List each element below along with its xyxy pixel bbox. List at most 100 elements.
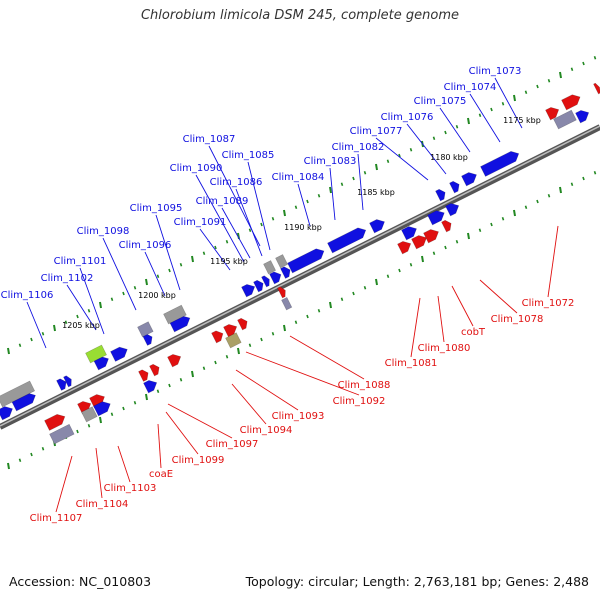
tick-mark <box>191 255 194 263</box>
gene-feature <box>143 380 158 394</box>
tick-mark <box>317 308 321 313</box>
tick-mark <box>99 301 102 309</box>
tick-mark <box>329 301 332 309</box>
gene-feature <box>81 406 98 423</box>
tick-mark <box>352 176 355 181</box>
tick-mark <box>524 90 528 95</box>
bottom-leader <box>547 225 559 298</box>
gene-feature <box>56 378 67 391</box>
gene-feature <box>263 260 277 275</box>
top-gene-label: Clim_1089 <box>196 196 249 207</box>
top-gene-label: Clim_1091 <box>174 217 227 228</box>
tick-mark <box>582 61 585 66</box>
gene-feature <box>49 423 75 445</box>
tick-mark <box>409 262 413 267</box>
top-gene-label: Clim_1077 <box>350 126 403 137</box>
kbp-scale-label: 1195 kbp <box>210 257 248 266</box>
tick-mark <box>283 209 286 217</box>
bottom-gene-label: Clim_1097 <box>206 439 259 450</box>
gene-feature <box>427 210 445 226</box>
gene-feature <box>593 82 600 95</box>
top-leader <box>208 145 261 247</box>
tick-mark <box>513 209 516 217</box>
tick-mark <box>191 370 194 378</box>
top-gene-label: Clim_1074 <box>444 82 497 93</box>
tick-mark <box>306 314 309 319</box>
tick-mark <box>87 308 91 313</box>
gene-feature <box>0 406 13 421</box>
tick-mark <box>317 193 321 198</box>
kbp-scale-label: 1190 kbp <box>284 223 322 232</box>
top-leader <box>144 251 166 297</box>
top-leader <box>439 107 471 153</box>
top-gene-label: Clim_1102 <box>41 273 94 284</box>
tick-mark <box>467 232 470 240</box>
tick-mark <box>536 84 539 89</box>
tick-mark <box>64 320 68 325</box>
tick-mark <box>248 228 252 233</box>
tick-mark <box>122 291 125 296</box>
bottom-gene-label: Clim_1092 <box>333 396 386 407</box>
top-gene-label: Clim_1101 <box>54 256 107 267</box>
tick-mark <box>306 199 309 204</box>
tick-mark <box>559 71 562 79</box>
bottom-leader <box>479 279 518 314</box>
tick-mark <box>340 182 344 187</box>
top-leader <box>494 77 523 129</box>
gene-feature <box>445 203 460 217</box>
tick-mark <box>432 251 436 256</box>
gene-feature <box>277 286 286 299</box>
gene-feature <box>93 401 111 417</box>
gene-feature <box>435 188 446 202</box>
gene-feature <box>275 254 289 269</box>
gene-feature <box>44 413 66 431</box>
gene-feature <box>411 235 427 250</box>
top-gene-label: Clim_1086 <box>210 177 263 188</box>
tick-mark <box>547 193 551 198</box>
gene-feature <box>575 110 590 124</box>
tick-mark <box>156 274 160 279</box>
top-leader <box>221 207 251 259</box>
gene-feature <box>553 109 577 130</box>
tick-mark <box>547 78 551 83</box>
tick-mark <box>248 343 252 348</box>
gene-feature <box>480 151 520 177</box>
top-gene-label: Clim_1095 <box>130 203 183 214</box>
gene-feature <box>441 219 452 233</box>
tick-mark <box>168 383 171 388</box>
gene-feature <box>269 271 282 285</box>
top-leader <box>297 183 311 227</box>
gene-feature <box>63 375 72 388</box>
tick-mark <box>294 320 298 325</box>
top-gene-label: Clim_1096 <box>119 240 172 251</box>
tick-mark <box>260 222 263 227</box>
tick-mark <box>375 278 378 286</box>
tick-mark <box>271 216 275 221</box>
tick-mark <box>467 117 470 125</box>
tick-mark <box>455 124 459 129</box>
tick-mark <box>398 268 401 273</box>
label-leader-lines <box>26 77 559 513</box>
gene-feature <box>423 229 439 244</box>
figure-title: Chlorobium limicola DSM 245, complete ge… <box>140 8 460 23</box>
bottom-leader <box>437 295 445 343</box>
top-leader <box>102 237 137 311</box>
top-leader <box>195 174 245 263</box>
bottom-leader <box>410 297 421 358</box>
bottom-gene-label: Clim_1107 <box>30 513 83 524</box>
bottom-leader <box>165 411 199 455</box>
tick-mark <box>398 153 401 158</box>
tick-mark <box>122 406 125 411</box>
tick-mark <box>41 446 45 451</box>
top-gene-label: Clim_1106 <box>1 290 54 301</box>
tick-mark <box>7 347 10 355</box>
gene-feature <box>223 324 238 338</box>
tick-mark <box>87 423 91 428</box>
tick-mark <box>179 377 183 382</box>
tick-mark <box>225 354 229 359</box>
bottom-gene-label: cobT <box>461 327 486 338</box>
gene-feature <box>225 332 242 349</box>
top-gene-label: Clim_1076 <box>381 112 434 123</box>
bottom-gene-label: coaE <box>149 469 173 480</box>
